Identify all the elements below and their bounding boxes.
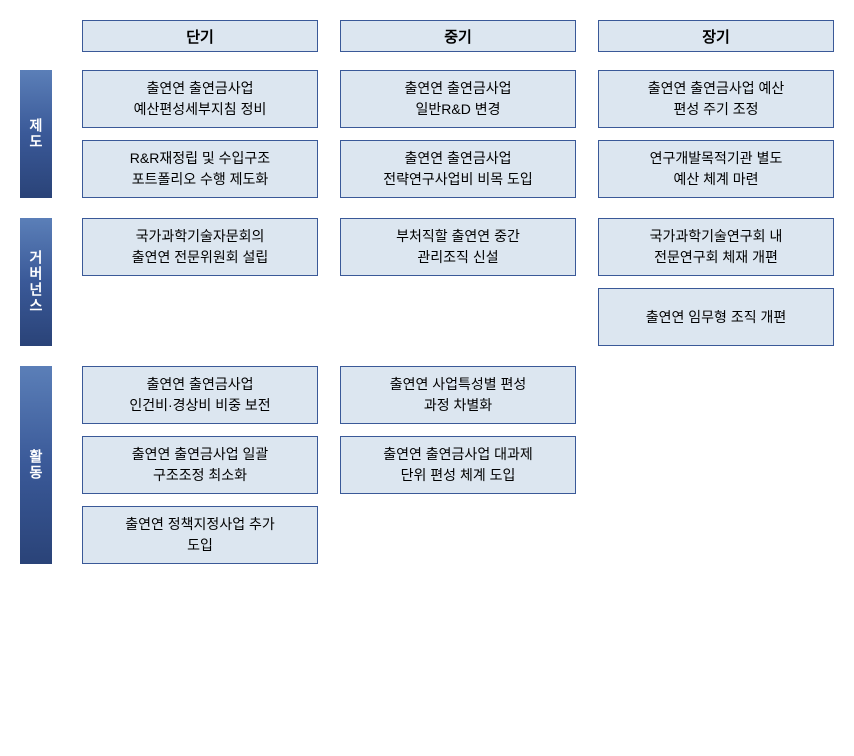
time-header-row: 단기 중기 장기 <box>82 20 834 52</box>
cell-row: R&R재정립 및 수입구조 포트폴리오 수행 제도화 출연연 출연금사업 전략연… <box>82 140 834 198</box>
cell-line: 전략연구사업비 비목 도입 <box>383 169 532 190</box>
cell: 국가과학기술자문회의 출연연 전문위원회 설립 <box>82 218 318 276</box>
header-mid: 중기 <box>340 20 576 52</box>
cell-empty <box>340 288 576 346</box>
cell-line: 과정 차별화 <box>424 395 492 416</box>
cell: R&R재정립 및 수입구조 포트폴리오 수행 제도화 <box>82 140 318 198</box>
cell-line: 부처직할 출연연 중간 <box>396 226 520 247</box>
cell-row: 국가과학기술자문회의 출연연 전문위원회 설립 부처직할 출연연 중간 관리조직… <box>82 218 834 276</box>
cell-line: 연구개발목적기관 별도 <box>650 148 783 169</box>
cell: 출연연 정책지정사업 추가 도입 <box>82 506 318 564</box>
cell: 출연연 출연금사업 대과제 단위 편성 체계 도입 <box>340 436 576 494</box>
cell-line: 일반R&D 변경 <box>416 99 501 120</box>
cell-line: 국가과학기술자문회의 <box>136 226 265 247</box>
header-long: 장기 <box>598 20 834 52</box>
cell-row: 출연연 정책지정사업 추가 도입 <box>82 506 834 564</box>
cell-line: 구조조정 최소화 <box>153 465 247 486</box>
cell-line: R&R재정립 및 수입구조 <box>130 148 270 169</box>
cell: 출연연 출연금사업 일반R&D 변경 <box>340 70 576 128</box>
cell: 출연연 출연금사업 예산편성세부지침 정비 <box>82 70 318 128</box>
header-short: 단기 <box>82 20 318 52</box>
cell: 연구개발목적기관 별도 예산 체계 마련 <box>598 140 834 198</box>
cell-line: 도입 <box>187 535 213 556</box>
cell-line: 출연연 임무형 조직 개편 <box>646 307 786 328</box>
cell-empty <box>82 288 318 346</box>
cell-line: 출연연 출연금사업 <box>147 78 254 99</box>
cell-line: 예산 체계 마련 <box>673 169 758 190</box>
cell-line: 인건비·경상비 비중 보전 <box>129 395 270 416</box>
cell-row: 출연연 출연금사업 일괄 구조조정 최소화 출연연 출연금사업 대과제 단위 편… <box>82 436 834 494</box>
row-label-activity: 활동 <box>20 366 52 564</box>
cell: 출연연 출연금사업 일괄 구조조정 최소화 <box>82 436 318 494</box>
cell: 출연연 출연금사업 인건비·경상비 비중 보전 <box>82 366 318 424</box>
section-body: 출연연 출연금사업 인건비·경상비 비중 보전 출연연 사업특성별 편성 과정 … <box>82 366 834 564</box>
row-label-system: 제도 <box>20 70 52 198</box>
cell: 출연연 출연금사업 예산 편성 주기 조정 <box>598 70 834 128</box>
cell-line: 출연연 출연금사업 일괄 <box>132 444 269 465</box>
cell-line: 출연연 출연금사업 <box>405 78 512 99</box>
diagram-container: 단기 중기 장기 제도 출연연 출연금사업 예산편성세부지침 정비 출연연 출연… <box>20 20 834 584</box>
cell: 출연연 출연금사업 전략연구사업비 비목 도입 <box>340 140 576 198</box>
cell-line: 포트폴리오 수행 제도화 <box>132 169 269 190</box>
cell-empty <box>598 506 834 564</box>
cell-line: 단위 편성 체계 도입 <box>401 465 516 486</box>
section-system: 제도 출연연 출연금사업 예산편성세부지침 정비 출연연 출연금사업 일반R&D… <box>20 70 834 198</box>
cell-line: 출연연 출연금사업 예산 <box>648 78 785 99</box>
cell: 출연연 임무형 조직 개편 <box>598 288 834 346</box>
cell-line: 예산편성세부지침 정비 <box>134 99 267 120</box>
cell-line: 출연연 출연금사업 <box>405 148 512 169</box>
cell-row: 출연연 출연금사업 인건비·경상비 비중 보전 출연연 사업특성별 편성 과정 … <box>82 366 834 424</box>
section-activity: 활동 출연연 출연금사업 인건비·경상비 비중 보전 출연연 사업특성별 편성 … <box>20 366 834 564</box>
cell-line: 국가과학기술연구회 내 <box>650 226 783 247</box>
cell: 출연연 사업특성별 편성 과정 차별화 <box>340 366 576 424</box>
row-label-governance: 거버넌스 <box>20 218 52 346</box>
cell: 국가과학기술연구회 내 전문연구회 체재 개편 <box>598 218 834 276</box>
section-body: 국가과학기술자문회의 출연연 전문위원회 설립 부처직할 출연연 중간 관리조직… <box>82 218 834 346</box>
cell-empty <box>340 506 576 564</box>
cell-line: 전문연구회 체재 개편 <box>654 247 778 268</box>
section-body: 출연연 출연금사업 예산편성세부지침 정비 출연연 출연금사업 일반R&D 변경… <box>82 70 834 198</box>
cell-empty <box>598 366 834 424</box>
cell-line: 관리조직 신설 <box>417 247 498 268</box>
cell-line: 편성 주기 조정 <box>673 99 758 120</box>
cell-empty <box>598 436 834 494</box>
cell-line: 출연연 전문위원회 설립 <box>132 247 269 268</box>
cell-line: 출연연 출연금사업 <box>147 374 254 395</box>
section-governance: 거버넌스 국가과학기술자문회의 출연연 전문위원회 설립 부처직할 출연연 중간… <box>20 218 834 346</box>
cell-line: 출연연 출연금사업 대과제 <box>383 444 532 465</box>
cell-row: 출연연 출연금사업 예산편성세부지침 정비 출연연 출연금사업 일반R&D 변경… <box>82 70 834 128</box>
cell-line: 출연연 정책지정사업 추가 <box>125 514 274 535</box>
cell: 부처직할 출연연 중간 관리조직 신설 <box>340 218 576 276</box>
cell-row: 출연연 임무형 조직 개편 <box>82 288 834 346</box>
cell-line: 출연연 사업특성별 편성 <box>390 374 527 395</box>
